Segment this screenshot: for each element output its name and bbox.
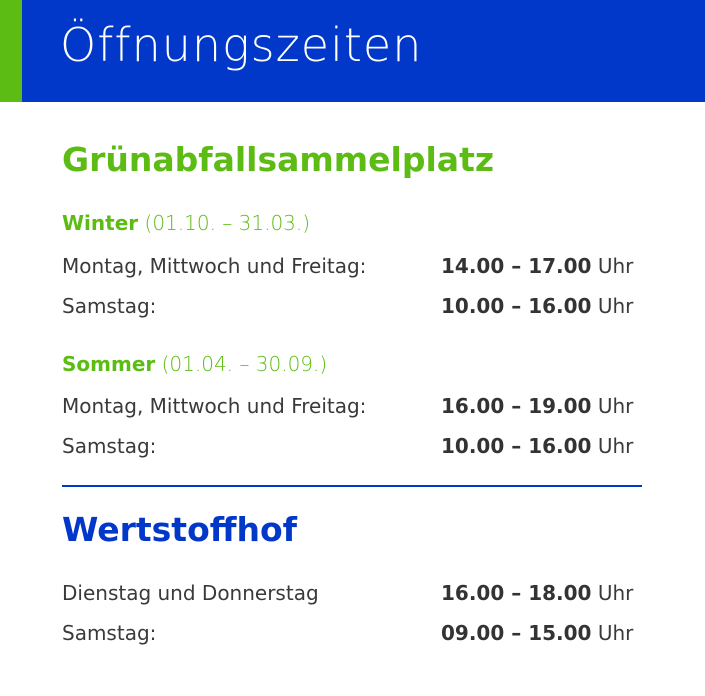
unit: Uhr	[597, 621, 634, 645]
hours-row: Samstag: 09.00 – 15.00 Uhr	[62, 621, 652, 649]
time: 10.00 – 16.00	[441, 294, 592, 318]
page-title: Öffnungszeiten	[60, 18, 423, 72]
time: 16.00 – 18.00	[441, 581, 592, 605]
accent-strip	[0, 0, 22, 102]
time: 14.00 – 17.00	[441, 254, 592, 278]
unit: Uhr	[597, 581, 634, 605]
days: Samstag:	[62, 434, 157, 458]
season-range: (01.10. – 31.03.)	[144, 211, 311, 235]
unit: Uhr	[597, 294, 634, 318]
title-banner	[0, 0, 705, 102]
hours-row: Dienstag und Donnerstag 16.00 – 18.00 Uhr	[62, 581, 652, 609]
season-sommer: Sommer (01.04. – 30.09.)	[62, 352, 327, 376]
season-name: Winter	[62, 211, 139, 235]
season-winter: Winter (01.10. – 31.03.)	[62, 211, 310, 235]
time: 10.00 – 16.00	[441, 434, 592, 458]
unit: Uhr	[597, 254, 634, 278]
time: 09.00 – 15.00	[441, 621, 592, 645]
season-range: (01.04. – 30.09.)	[161, 352, 328, 376]
hours-row: Samstag: 10.00 – 16.00 Uhr	[62, 294, 652, 322]
hours-row: Montag, Mittwoch und Freitag: 14.00 – 17.…	[62, 254, 652, 282]
section-heading-gruenabfall: Grünabfallsammelplatz	[62, 140, 495, 179]
days: Montag, Mittwoch und Freitag:	[62, 254, 367, 278]
days: Dienstag und Donnerstag	[62, 581, 319, 605]
season-name: Sommer	[62, 352, 156, 376]
days: Montag, Mittwoch und Freitag:	[62, 394, 367, 418]
unit: Uhr	[597, 434, 634, 458]
hours-row: Samstag: 10.00 – 16.00 Uhr	[62, 434, 652, 462]
time: 16.00 – 19.00	[441, 394, 592, 418]
divider	[62, 485, 642, 487]
hours-row: Montag, Mittwoch und Freitag: 16.00 – 19.…	[62, 394, 652, 422]
days: Samstag:	[62, 294, 157, 318]
days: Samstag:	[62, 621, 157, 645]
section-heading-wertstoffhof: Wertstoffhof	[62, 510, 297, 549]
unit: Uhr	[597, 394, 634, 418]
